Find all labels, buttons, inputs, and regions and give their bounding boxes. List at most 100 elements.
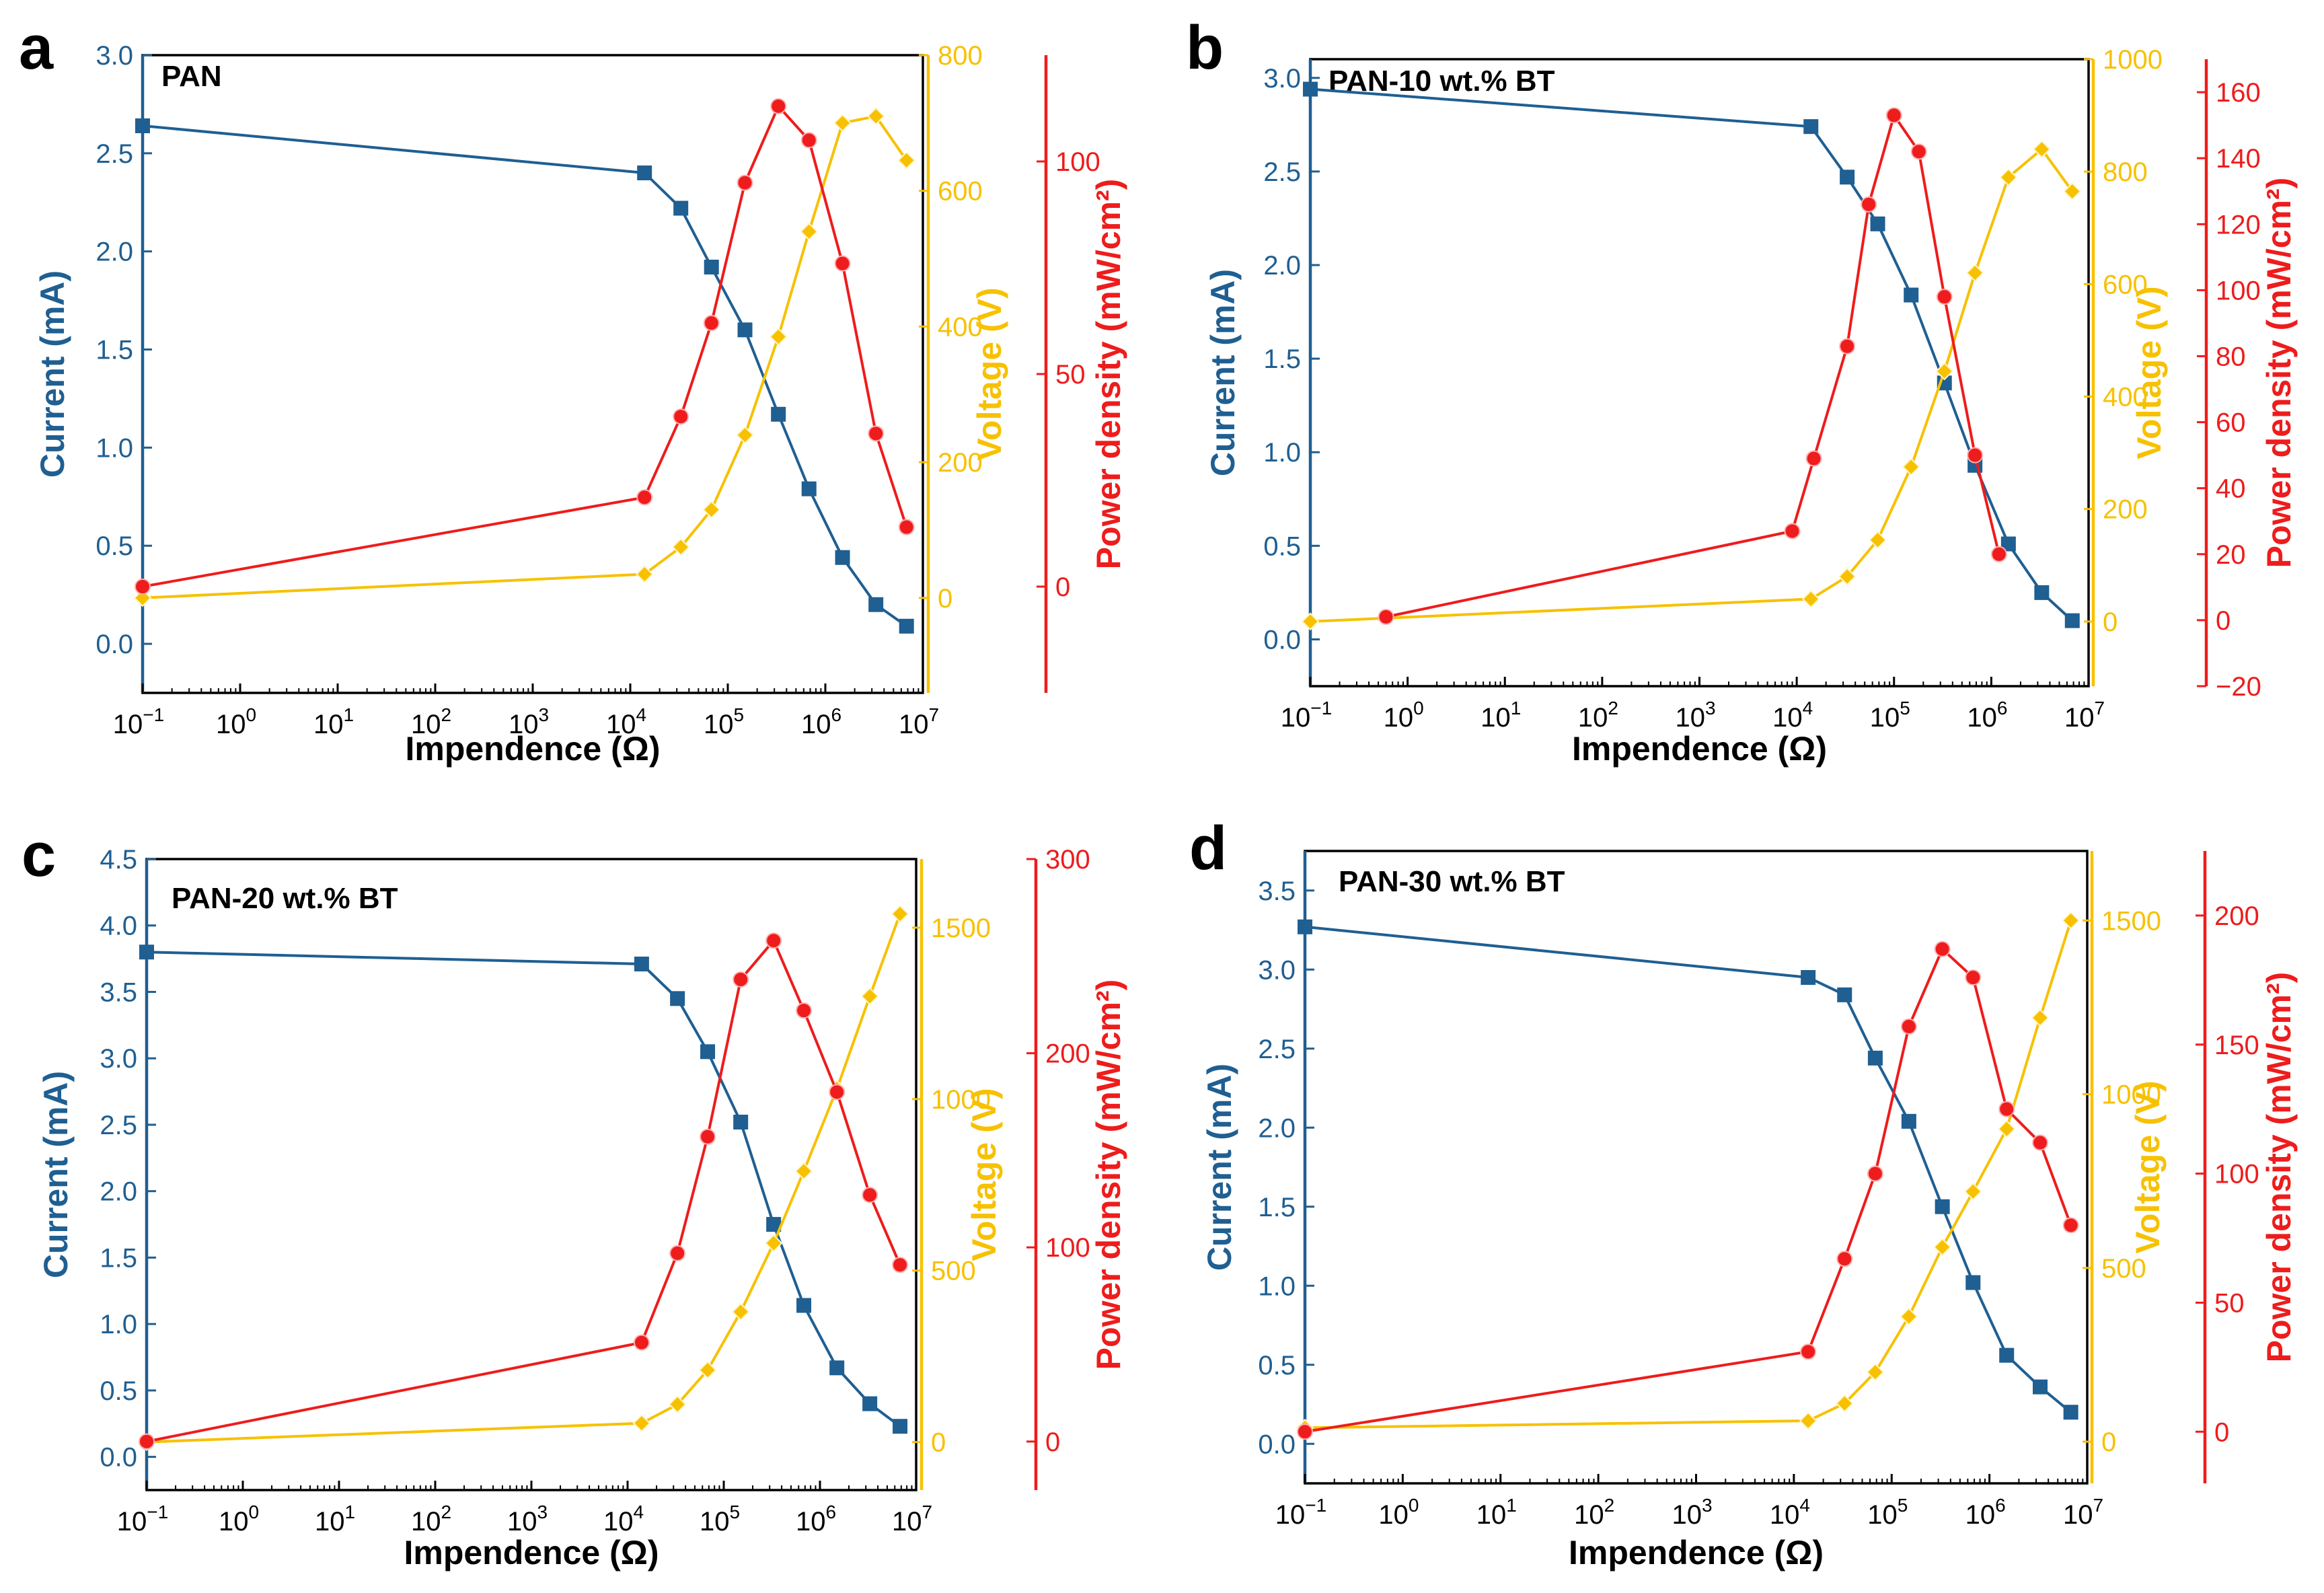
voltage-point [860,987,879,1006]
current-tick-label: 0.0 [96,630,133,659]
power-point [2062,1217,2079,1234]
current-point [1904,287,1919,303]
x-tick-label: 101 [1476,1495,1517,1530]
voltage-tick-label: 800 [2103,157,2148,187]
x-tick-label: 100 [219,1502,259,1536]
voltage-tick-label: 1000 [2103,45,2163,75]
current-point [899,618,914,634]
current-tick-label: 0.5 [1263,531,1301,561]
power-point [1990,546,2007,562]
voltage-tick-label: 0 [2103,607,2117,637]
power-point [898,519,915,535]
voltage-tick-label: 500 [931,1257,976,1286]
current-point [733,1114,749,1129]
x-tick-label: 10−1 [1275,1495,1326,1530]
power-tick-label: 0 [1045,1428,1060,1457]
current-point [135,118,150,134]
current-tick-label: 2.5 [1263,157,1301,187]
voltage-point [2063,182,2082,200]
current-tick-label: 2.0 [100,1177,137,1207]
voltage-tick-label: 200 [2103,495,2148,525]
current-point [1870,216,1885,231]
voltage-tick-label: 400 [2103,383,2148,412]
current-series-line [1310,87,2074,622]
power-tick-label: 200 [1045,1039,1090,1069]
power-point [669,1245,686,1261]
power-tick-label: 160 [2216,78,2261,108]
panel-letter: b [1186,13,1224,82]
voltage-point [1902,457,1920,476]
current-tick-label: 2.5 [100,1111,137,1140]
current-tick-label: 1.0 [1263,438,1301,468]
power-series-line [1386,112,2000,618]
power-tick-label: 50 [1055,360,1086,390]
panel-letter: c [22,821,56,889]
power-point [1998,1101,2015,1117]
x-tick-label: 106 [1965,1495,2006,1530]
x-axis-label: Impendence (Ω) [1572,730,1827,768]
power-point [139,1433,155,1450]
power-tick-label: 120 [2216,210,2261,239]
power-point [733,971,749,988]
voltage-point [635,565,654,583]
voltage-point [668,1395,687,1413]
current-point [670,991,685,1006]
current-point [637,165,652,181]
power-point [703,315,720,332]
current-tick-label: 1.0 [100,1310,137,1339]
voltage-tick-label: 600 [938,177,983,207]
power-point [1805,450,1822,467]
x-tick-label: 100 [1384,698,1424,733]
x-tick-label: 101 [313,704,354,739]
power-axis-label: Power density (mW/cm²) [2260,972,2298,1363]
power-point [1910,143,1927,160]
current-series-line [142,124,907,628]
power-point [1934,940,1951,957]
voltage-point [698,1361,717,1379]
current-tick-label: 2.0 [96,237,133,267]
current-tick-label: 3.0 [100,1044,137,1074]
plot-frame [1304,850,2089,1485]
voltage-point [731,1302,750,1321]
current-point [139,944,154,960]
power-point [862,1187,878,1203]
x-tick-label: 104 [1770,1495,1810,1530]
x-tick-label: 103 [507,1502,548,1536]
power-point [1965,969,1982,986]
current-tick-label: 0.0 [100,1443,137,1473]
x-tick-label: 106 [801,704,841,739]
panel-title: PAN-20 wt.% BT [172,882,398,915]
plot-frame [1309,58,2090,688]
power-tick-label: 100 [2214,1160,2259,1189]
power-point [770,98,787,114]
current-tick-label: 0.5 [96,531,133,561]
voltage-point [1838,567,1857,586]
voltage-point [1799,1411,1817,1430]
x-tick-label: 104 [1772,698,1813,733]
current-point [1867,1050,1883,1066]
current-point [771,406,786,422]
voltage-tick-label: 800 [938,41,983,71]
power-tick-label: 200 [2214,901,2259,931]
x-tick-label: 101 [1480,698,1521,733]
panel-c: c 10−1 100 101 102 103 104 105 106 107 Impendence … [22,821,1127,1571]
voltage-point [891,905,909,923]
panel-title: PAN [161,60,222,93]
power-point [1885,107,1902,124]
voltage-point [800,222,819,241]
power-point [636,489,653,506]
power-point [1867,1165,1883,1182]
voltage-point [1900,1307,1918,1326]
power-tick-label: 80 [2216,342,2246,371]
current-tick-label: 0.5 [1258,1351,1296,1380]
power-tick-label: 100 [1055,147,1100,177]
panel-letter: a [19,13,54,82]
voltage-tick-label: 1500 [931,914,991,943]
current-tick-label: 3.0 [96,41,133,71]
current-point [1837,987,1852,1002]
voltage-tick-label: 1000 [931,1085,991,1115]
power-point [834,255,851,272]
voltage-point [1301,612,1320,631]
power-axis-label: Power density (mW/cm²) [1090,179,1127,570]
voltage-point [1869,531,1887,550]
